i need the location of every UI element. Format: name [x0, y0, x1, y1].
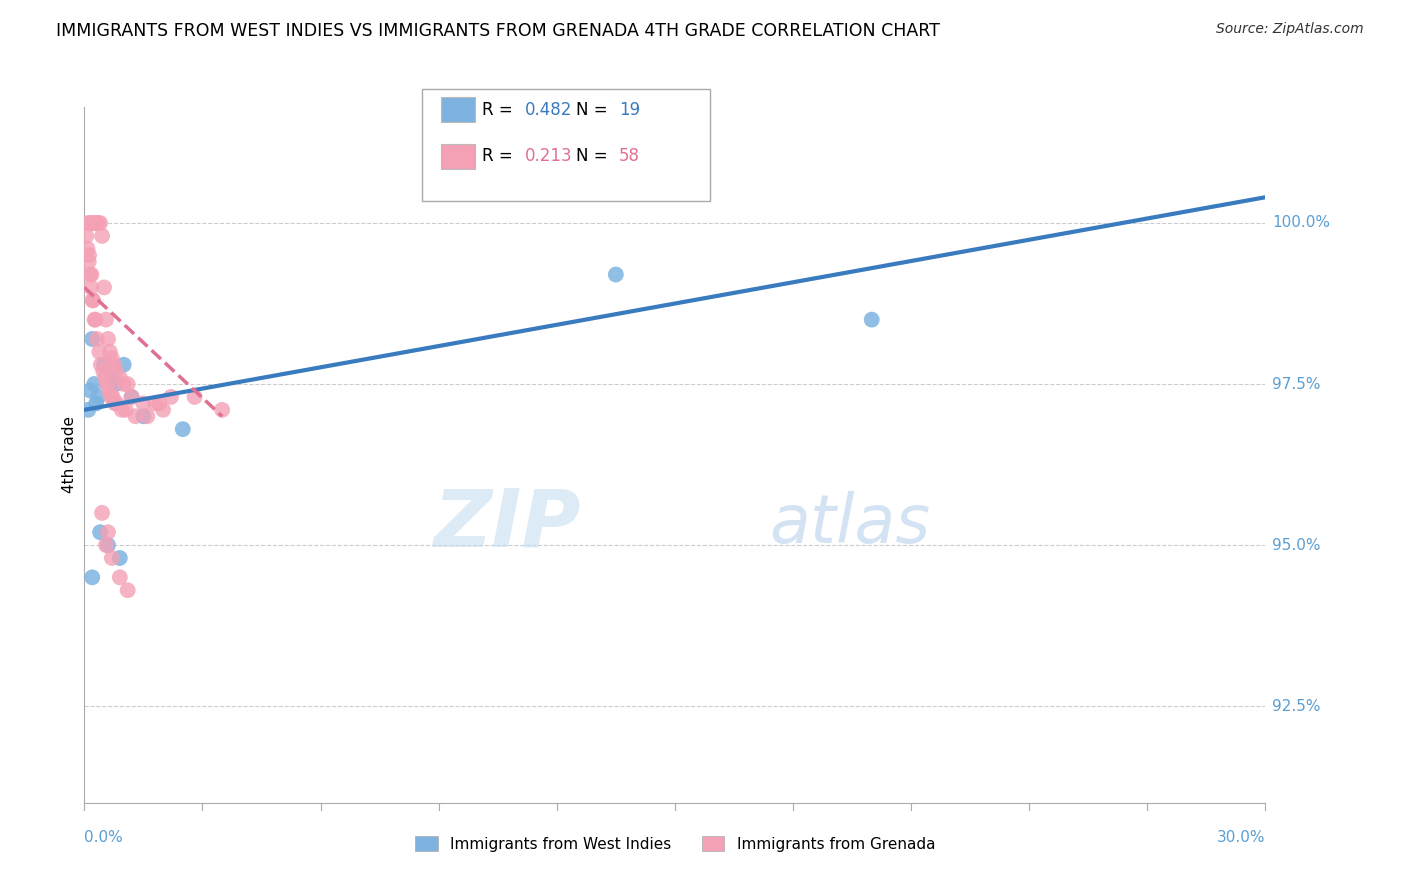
Point	[86, 332, 108, 346]
Text: 0.213: 0.213	[524, 147, 572, 165]
Text: 100.0%: 100.0%	[1272, 216, 1330, 230]
Point	[97, 384, 120, 398]
Text: 19: 19	[619, 101, 640, 119]
Point	[82, 332, 104, 346]
Text: atlas: atlas	[769, 491, 931, 558]
Point	[79, 216, 101, 230]
Point	[77, 248, 100, 262]
Point	[91, 228, 114, 243]
Point	[75, 228, 97, 243]
Text: 97.5%: 97.5%	[1272, 376, 1320, 392]
Text: R =: R =	[482, 101, 519, 119]
Point	[82, 570, 104, 584]
Text: R =: R =	[482, 147, 519, 165]
Point	[211, 402, 233, 417]
Text: 0.0%: 0.0%	[84, 830, 124, 845]
Point	[148, 396, 170, 410]
Point	[84, 216, 107, 230]
Point	[183, 390, 205, 404]
Point	[117, 377, 139, 392]
Point	[101, 390, 124, 404]
Point	[90, 358, 112, 372]
Text: N =: N =	[576, 101, 613, 119]
Point	[89, 216, 111, 230]
Point	[114, 402, 136, 417]
Point	[83, 216, 105, 230]
Y-axis label: 4th Grade: 4th Grade	[62, 417, 77, 493]
Point	[82, 216, 104, 230]
Point	[82, 293, 104, 308]
Point	[160, 390, 183, 404]
Point	[79, 384, 101, 398]
Point	[132, 409, 155, 424]
Point	[108, 570, 131, 584]
Point	[121, 390, 143, 404]
Point	[105, 396, 128, 410]
Point	[101, 351, 124, 366]
Text: 95.0%: 95.0%	[1272, 538, 1320, 553]
Point	[108, 370, 131, 384]
Point	[77, 254, 100, 268]
Point	[97, 538, 120, 552]
Point	[80, 280, 103, 294]
Point	[89, 344, 111, 359]
Point	[112, 377, 135, 392]
Point	[152, 402, 174, 417]
Point	[80, 268, 103, 282]
Point	[97, 332, 120, 346]
Text: IMMIGRANTS FROM WEST INDIES VS IMMIGRANTS FROM GRENADA 4TH GRADE CORRELATION CHA: IMMIGRANTS FROM WEST INDIES VS IMMIGRANT…	[56, 22, 941, 40]
Point	[89, 525, 111, 540]
Point	[93, 280, 115, 294]
Point	[82, 293, 104, 308]
Point	[172, 422, 194, 436]
Point	[124, 409, 146, 424]
Point	[605, 268, 627, 282]
Point	[87, 216, 110, 230]
Point	[121, 390, 143, 404]
Point	[143, 396, 166, 410]
Point	[104, 396, 127, 410]
Point	[94, 312, 117, 326]
Point	[117, 583, 139, 598]
Point	[136, 409, 159, 424]
Text: 58: 58	[619, 147, 640, 165]
Point	[101, 551, 124, 566]
Text: 0.482: 0.482	[524, 101, 572, 119]
Text: N =: N =	[576, 147, 613, 165]
Point	[76, 242, 98, 256]
Point	[103, 358, 125, 372]
Point	[132, 396, 155, 410]
Point	[97, 525, 120, 540]
Point	[94, 538, 117, 552]
Point	[91, 364, 114, 378]
Point	[96, 377, 118, 392]
Point	[104, 377, 127, 392]
Point	[84, 396, 107, 410]
Text: Source: ZipAtlas.com: Source: ZipAtlas.com	[1216, 22, 1364, 37]
Text: 30.0%: 30.0%	[1218, 830, 1265, 845]
Point	[91, 506, 114, 520]
Point	[94, 370, 117, 384]
Point	[112, 358, 135, 372]
Point	[108, 551, 131, 566]
Point	[84, 312, 107, 326]
Point	[101, 370, 124, 384]
Point	[77, 216, 100, 230]
Point	[79, 268, 101, 282]
Point	[98, 344, 121, 359]
Text: 92.5%: 92.5%	[1272, 698, 1320, 714]
Point	[104, 364, 127, 378]
Point	[87, 390, 110, 404]
Point	[860, 312, 883, 326]
Point	[100, 390, 122, 404]
Point	[77, 402, 100, 417]
Point	[83, 312, 105, 326]
Point	[111, 402, 134, 417]
Legend: Immigrants from West Indies, Immigrants from Grenada: Immigrants from West Indies, Immigrants …	[409, 830, 941, 858]
Point	[93, 358, 115, 372]
Text: ZIP: ZIP	[433, 485, 581, 564]
Point	[83, 377, 105, 392]
